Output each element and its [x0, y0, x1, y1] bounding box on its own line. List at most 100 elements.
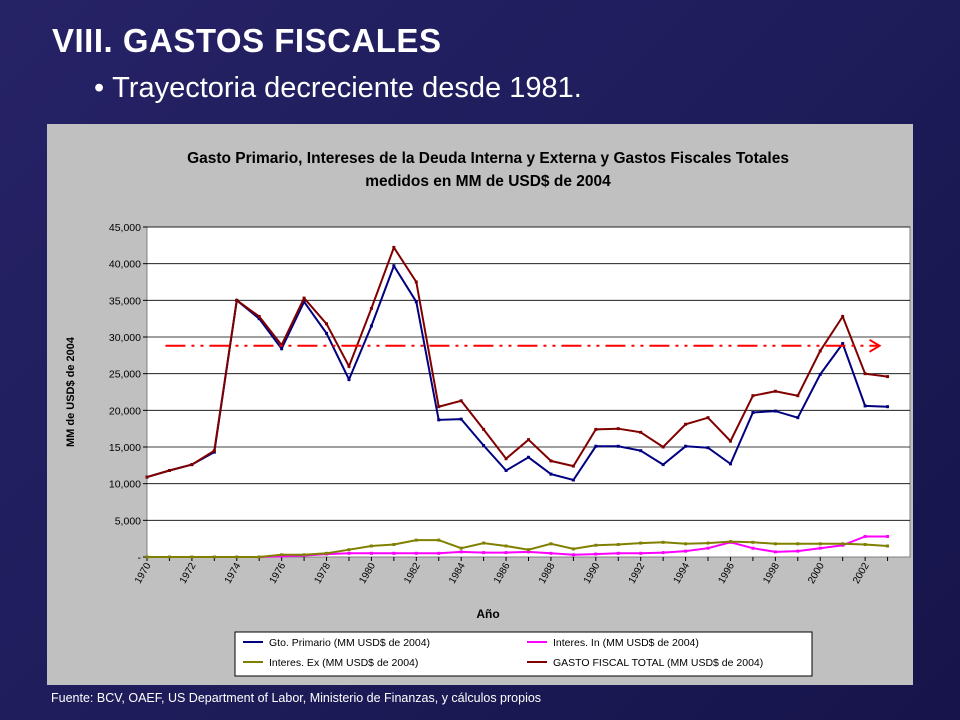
- x-tick-label: 2002: [851, 561, 872, 586]
- series-point-2: [347, 548, 351, 552]
- series-point-1: [347, 551, 351, 555]
- series-point-1: [459, 550, 463, 554]
- series-point-0: [639, 449, 643, 453]
- x-tick-label: 1976: [268, 561, 289, 586]
- series-point-1: [661, 551, 665, 555]
- series-point-2: [886, 544, 890, 548]
- trend-arrow-head: [869, 338, 882, 353]
- series-point-2: [369, 544, 373, 548]
- series-point-2: [235, 555, 239, 559]
- series-point-2: [863, 543, 867, 547]
- series-point-1: [639, 551, 643, 555]
- series-point-3: [459, 399, 463, 403]
- series-point-2: [527, 548, 530, 552]
- legend-label: GASTO FISCAL TOTAL (MM USD$ de 2004): [553, 657, 763, 669]
- x-tick-label: 1984: [447, 561, 468, 586]
- series-point-3: [594, 427, 598, 431]
- source-note: Fuente: BCV, OAEF, US Department of Labo…: [51, 691, 542, 705]
- y-tick-label: 45,000: [109, 222, 141, 234]
- y-tick-label: 30,000: [109, 332, 141, 344]
- series-point-1: [369, 551, 373, 555]
- series-point-3: [639, 430, 643, 434]
- series-point-0: [459, 417, 463, 421]
- series-point-0: [751, 411, 755, 415]
- series-point-1: [594, 552, 598, 556]
- series-point-0: [863, 404, 867, 408]
- series-point-2: [594, 543, 598, 547]
- x-tick-label: 1980: [357, 561, 378, 586]
- series-point-3: [504, 457, 508, 461]
- series-point-0: [886, 405, 890, 409]
- series-point-3: [571, 464, 575, 468]
- x-tick-label: 1992: [627, 561, 648, 586]
- series-point-3: [212, 449, 216, 453]
- series-point-0: [504, 468, 508, 472]
- x-tick-label: 1972: [178, 561, 199, 586]
- series-point-2: [818, 542, 822, 546]
- series-point-2: [661, 540, 665, 544]
- x-tick-label: 1986: [492, 561, 513, 586]
- series-point-2: [414, 538, 418, 542]
- series-line-0: [146, 263, 888, 482]
- series-point-3: [886, 375, 890, 379]
- series-point-0: [280, 347, 284, 351]
- series-point-2: [392, 543, 396, 547]
- series-point-2: [706, 541, 710, 545]
- series-point-2: [616, 543, 620, 547]
- series-point-0: [325, 331, 329, 335]
- series-point-2: [504, 544, 508, 548]
- series-point-3: [796, 394, 800, 398]
- series-point-3: [369, 306, 373, 310]
- series-point-2: [145, 555, 149, 559]
- series-point-2: [841, 542, 845, 546]
- series-point-0: [369, 324, 373, 328]
- series-point-2: [212, 555, 216, 559]
- series-point-3: [347, 364, 351, 368]
- slide-title: VIII. GASTOS FISCALES: [52, 22, 442, 59]
- series-point-2: [728, 540, 732, 544]
- series-point-2: [257, 555, 261, 559]
- series-point-0: [347, 378, 351, 382]
- series-point-0: [392, 264, 396, 268]
- series-point-3: [863, 372, 867, 376]
- series-point-2: [302, 553, 306, 557]
- x-tick-label: 1996: [716, 561, 737, 586]
- line-chart: Gasto Primario, Intereses de la Deuda In…: [65, 150, 911, 677]
- series-point-1: [527, 550, 530, 554]
- series-point-1: [392, 551, 396, 555]
- x-axis-title: Año: [476, 607, 499, 621]
- series-line-2: [147, 539, 888, 558]
- series-point-3: [437, 405, 441, 409]
- series-point-0: [414, 300, 418, 304]
- series-point-1: [706, 546, 710, 550]
- series-point-1: [684, 549, 688, 553]
- chart-title: Gasto Primario, Intereses de la Deuda In…: [187, 150, 789, 167]
- series-point-2: [571, 547, 575, 551]
- series-point-2: [190, 555, 194, 559]
- series-point-1: [863, 534, 867, 538]
- x-tick-label: 1988: [537, 561, 558, 586]
- y-tick-label: 10,000: [109, 479, 141, 491]
- series-point-1: [571, 553, 575, 557]
- series-point-3: [392, 246, 396, 250]
- series-point-3: [728, 439, 732, 443]
- series-point-2: [437, 538, 441, 542]
- series-point-1: [751, 546, 755, 550]
- series-point-2: [167, 555, 171, 559]
- series-point-1: [886, 534, 890, 538]
- series-point-3: [751, 394, 755, 398]
- series-point-1: [437, 551, 441, 555]
- series-point-0: [818, 372, 822, 376]
- series-point-3: [706, 416, 710, 420]
- series-point-3: [325, 322, 329, 326]
- x-tick-label: 1990: [582, 561, 603, 586]
- series-point-3: [302, 296, 306, 300]
- series-point-2: [280, 553, 284, 557]
- bullet-label: Trayectoria decreciente desde 1981.: [112, 72, 582, 104]
- plot-area: [146, 226, 911, 558]
- series-point-2: [639, 541, 643, 545]
- x-tick-label: 2000: [806, 561, 827, 586]
- x-tick-label: 1974: [223, 561, 244, 586]
- series-point-3: [190, 463, 194, 467]
- chart-title: medidos en MM de USD$ de 2004: [365, 173, 611, 190]
